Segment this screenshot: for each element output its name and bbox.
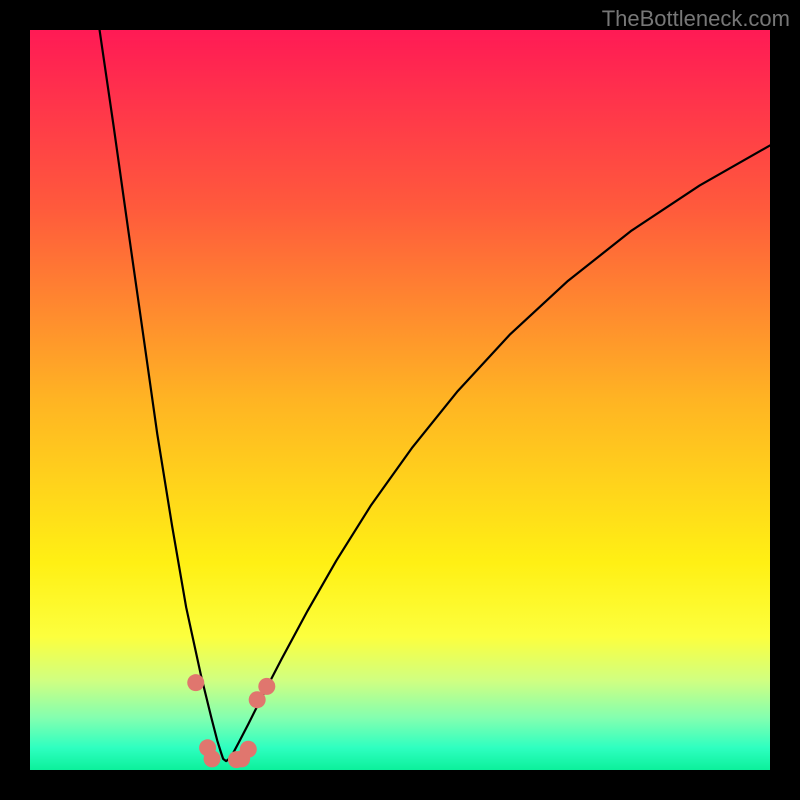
data-marker — [204, 750, 221, 767]
watermark-text: TheBottleneck.com — [602, 6, 790, 32]
data-marker — [258, 678, 275, 695]
data-marker — [187, 674, 204, 691]
bottleneck-chart — [0, 0, 800, 800]
chart-plot-area — [30, 30, 770, 770]
data-marker — [240, 741, 257, 758]
